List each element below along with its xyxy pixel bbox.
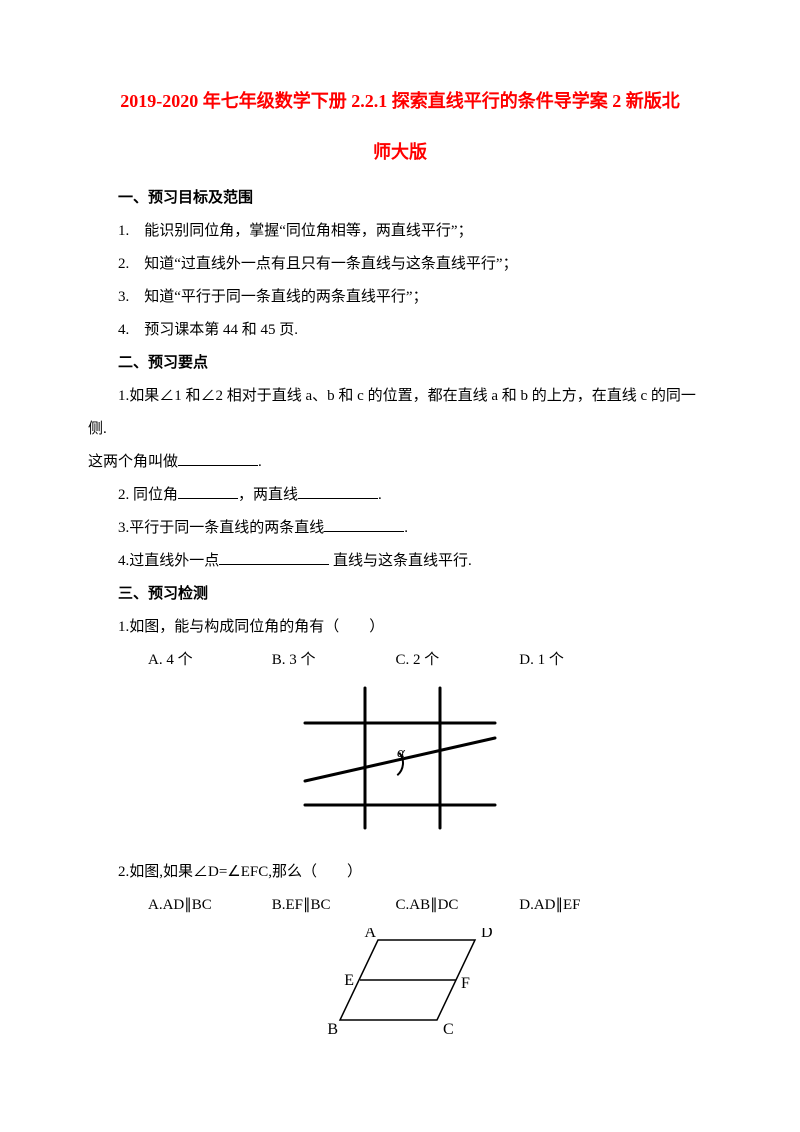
- s2-p1-line2: 这两个角叫做.: [88, 446, 712, 479]
- q1-options: A. 4 个 B. 3 个 C. 2 个 D. 1 个: [88, 644, 712, 677]
- section-2-head: 二、预习要点: [88, 347, 712, 380]
- s2-p2a: 2. 同位角: [118, 487, 178, 503]
- q1-opt-a: A. 4 个: [118, 644, 238, 677]
- q2-opt-a: A.AD∥BC: [118, 889, 238, 922]
- blank-2: [178, 484, 238, 499]
- figure-1-svg: α: [295, 683, 505, 833]
- s1-item-4: 4. 预习课本第 44 和 45 页.: [88, 314, 712, 347]
- s1-item-1: 1. 能识别同位角，掌握“同位角相等，两直线平行”；: [88, 215, 712, 248]
- s2-p3a: 3.平行于同一条直线的两条直线: [118, 520, 324, 536]
- blank-4: [324, 517, 404, 532]
- q2-opt-d: D.AD∥EF: [489, 889, 609, 922]
- figure-1: α: [88, 683, 712, 846]
- svg-text:D: D: [481, 928, 493, 941]
- s2-p4a: 4.过直线外一点: [118, 553, 219, 569]
- svg-text:B: B: [327, 1021, 338, 1038]
- q2-text: 2.如图,如果∠D=∠EFC,那么（ ）: [88, 856, 712, 889]
- figure-2-svg: A D B C E F: [285, 928, 515, 1038]
- q1-opt-c: C. 2 个: [366, 644, 486, 677]
- s1-item-2: 2. 知道“过直线外一点有且只有一条直线与这条直线平行”；: [88, 248, 712, 281]
- s2-p1b-text: 这两个角叫做: [88, 454, 178, 470]
- blank-1: [178, 451, 258, 466]
- section-1-head: 一、预习目标及范围: [88, 182, 712, 215]
- svg-text:C: C: [443, 1021, 454, 1038]
- s2-p4: 4.过直线外一点 直线与这条直线平行.: [88, 545, 712, 578]
- s2-p3b: .: [404, 520, 408, 536]
- s2-p1-line1: 1.如果∠1 和∠2 相对于直线 a、b 和 c 的位置，都在直线 a 和 b …: [88, 380, 712, 446]
- svg-text:A: A: [364, 928, 376, 941]
- s2-p1c-text: .: [258, 454, 262, 470]
- q1-text: 1.如图，能与构成同位角的角有（ ）: [88, 611, 712, 644]
- blank-5: [219, 550, 329, 565]
- svg-text:α: α: [397, 745, 406, 761]
- s2-p2b: ，两直线: [238, 487, 298, 503]
- doc-title-line1: 2019-2020 年七年级数学下册 2.2.1 探索直线平行的条件导学案 2 …: [88, 80, 712, 123]
- svg-text:E: E: [344, 972, 354, 989]
- q2-options: A.AD∥BC B.EF∥BC C.AB∥DC D.AD∥EF: [88, 889, 712, 922]
- s2-p2c: .: [378, 487, 382, 503]
- doc-title-line2: 师大版: [88, 131, 712, 174]
- s2-p2: 2. 同位角 ，两直线.: [88, 479, 712, 512]
- blank-3: [298, 484, 378, 499]
- s1-item-3: 3. 知道“平行于同一条直线的两条直线平行”；: [88, 281, 712, 314]
- q2-opt-b: B.EF∥BC: [242, 889, 362, 922]
- s2-p4b: 直线与这条直线平行.: [329, 553, 472, 569]
- q1-opt-b: B. 3 个: [242, 644, 362, 677]
- q2-opt-c: C.AB∥DC: [366, 889, 486, 922]
- s2-p3: 3.平行于同一条直线的两条直线.: [88, 512, 712, 545]
- q1-opt-d: D. 1 个: [489, 644, 609, 677]
- section-3-head: 三、预习检测: [88, 578, 712, 611]
- figure-2: A D B C E F: [88, 928, 712, 1051]
- svg-text:F: F: [461, 975, 470, 992]
